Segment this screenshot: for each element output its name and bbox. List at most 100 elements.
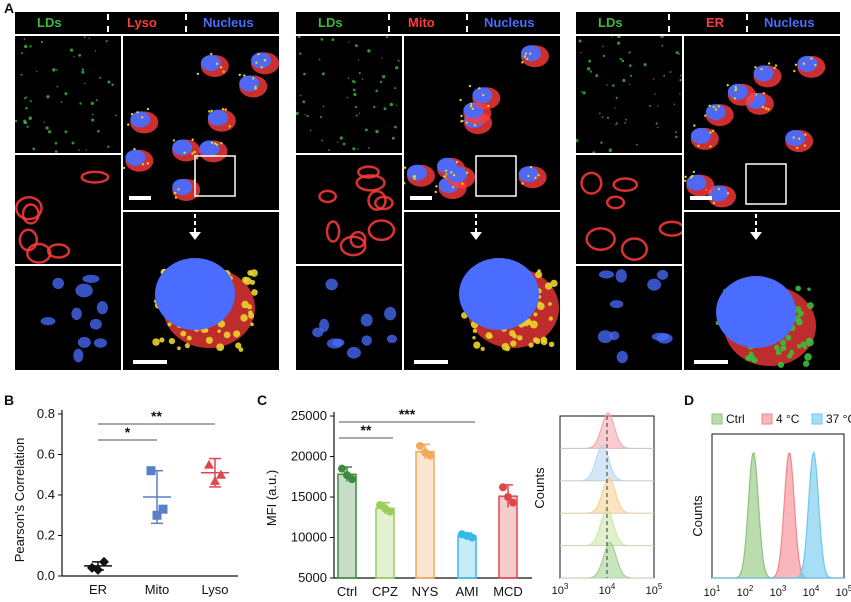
legend-swatch xyxy=(761,413,773,425)
panel-divider xyxy=(682,210,840,212)
ld-channel-dots xyxy=(296,36,400,151)
zoom-arrowhead xyxy=(470,232,482,240)
panel-divider xyxy=(121,36,123,370)
scale-bar xyxy=(410,196,432,200)
organelle-channel-image xyxy=(576,155,682,264)
merged-cells xyxy=(684,55,826,208)
header-divider xyxy=(466,14,468,32)
organelle-channel-cells xyxy=(15,170,110,264)
data-point xyxy=(216,469,226,479)
data-point xyxy=(338,464,346,473)
merged-cells xyxy=(123,52,279,201)
channel-header: LDs Lyso Nucleus xyxy=(15,12,279,36)
data-point xyxy=(146,466,156,476)
zoom-region-box xyxy=(194,155,236,197)
panel-divider xyxy=(121,210,279,212)
panel-divider xyxy=(15,153,121,155)
nucleus-channel-nuclei xyxy=(312,278,398,359)
organelle-channel-image xyxy=(296,155,402,264)
bar xyxy=(375,507,395,579)
channel-header: LDs ER Nucleus xyxy=(576,12,840,36)
x-tick-label: CPZ xyxy=(372,584,398,599)
header-divider xyxy=(746,14,748,32)
zoomed-cell xyxy=(414,214,559,364)
y-tick-label: 0.0 xyxy=(37,568,55,583)
y-tick-label: 0.6 xyxy=(37,447,55,462)
histogram-curve xyxy=(712,451,844,579)
zoom-region-box xyxy=(475,155,517,197)
ld-channel-dots xyxy=(576,36,682,153)
x-tick-label: 104 xyxy=(803,584,820,599)
histogram-y-axis-label: Counts xyxy=(532,467,547,509)
panel-c-label: C xyxy=(257,392,268,408)
legend-label: 4 °C xyxy=(776,412,800,426)
data-point xyxy=(152,510,162,520)
zoomed-cell xyxy=(694,214,816,368)
panel-divider xyxy=(576,264,682,266)
x-tick-label: ER xyxy=(89,582,107,597)
scale-bar xyxy=(414,360,448,364)
header-divider xyxy=(388,14,390,32)
scale-bar xyxy=(694,360,728,364)
panel-divider xyxy=(402,210,560,212)
mfi-bar-chart: 5000 10000 15000 20000 25000 Ctrl CPZ NYS AMI MCD… xyxy=(264,406,532,599)
header-divider xyxy=(185,14,187,32)
organelle-channel-label: ER xyxy=(706,15,725,30)
y-tick-label: 25000 xyxy=(291,408,327,423)
organelle-channel-label: Lyso xyxy=(127,15,157,30)
zoomed-image xyxy=(123,212,279,370)
x-tick-label: 105 xyxy=(836,584,851,599)
significance-label: *** xyxy=(399,406,416,422)
x-tick-label: Mito xyxy=(145,582,170,597)
legend-label: 37 °C xyxy=(826,412,851,426)
data-point xyxy=(99,556,109,567)
data-point xyxy=(210,475,220,485)
x-tick-label: 105 xyxy=(646,582,663,597)
panel-b-label: B xyxy=(4,392,15,408)
zoom-region-box xyxy=(745,163,787,205)
y-tick-label: 15000 xyxy=(291,489,327,504)
organelle-channel-image xyxy=(15,155,121,264)
organelle-channel-label: Mito xyxy=(408,15,435,30)
y-tick-label: 0.2 xyxy=(37,528,55,543)
panel-divider xyxy=(402,36,404,370)
data-point xyxy=(416,441,424,450)
nucleus-channel-label: Nucleus xyxy=(203,15,254,30)
micrograph-group: LDs Mito Nucleus xyxy=(296,12,560,370)
nucleus-channel-nuclei xyxy=(40,274,108,363)
y-tick-label: 10000 xyxy=(291,530,327,545)
y-tick-label: 5000 xyxy=(298,570,327,585)
nucleus-channel-image xyxy=(15,266,121,370)
merged-image xyxy=(404,36,560,210)
zoomed-nucleus xyxy=(716,276,796,348)
significance-label: ** xyxy=(361,422,372,438)
histogram-frame xyxy=(711,433,845,579)
ld-channel-image xyxy=(15,36,121,153)
panel-divider xyxy=(576,153,682,155)
zoomed-cell xyxy=(133,214,258,364)
bar xyxy=(498,495,518,579)
nucleus-channel-label: Nucleus xyxy=(484,15,535,30)
data-point xyxy=(421,448,429,457)
x-tick-label: 104 xyxy=(599,582,616,597)
panel-divider xyxy=(682,36,684,370)
data-point xyxy=(499,483,507,492)
x-tick-label: NYS xyxy=(412,584,439,599)
header-divider xyxy=(107,14,109,32)
nucleus-channel-label: Nucleus xyxy=(764,15,815,30)
pearson-y-axis-label: Pearson's Correlation xyxy=(12,438,27,563)
ld-channel-label: LDs xyxy=(598,15,623,30)
zoomed-image xyxy=(684,212,840,370)
scale-bar xyxy=(129,196,151,200)
scale-bar xyxy=(133,360,167,364)
data-point xyxy=(204,459,214,469)
nucleus-channel-image xyxy=(576,266,682,370)
merged-cells xyxy=(404,45,549,200)
ld-channel-image xyxy=(296,36,402,153)
y-tick-label: 20000 xyxy=(291,449,327,464)
significance-label: * xyxy=(125,424,131,440)
ld-channel-label: LDs xyxy=(37,15,62,30)
histogram-curve xyxy=(712,452,844,579)
uptake-histogram-stack: 103 104 105 Counts xyxy=(532,412,663,597)
zoom-arrowhead xyxy=(189,232,201,240)
